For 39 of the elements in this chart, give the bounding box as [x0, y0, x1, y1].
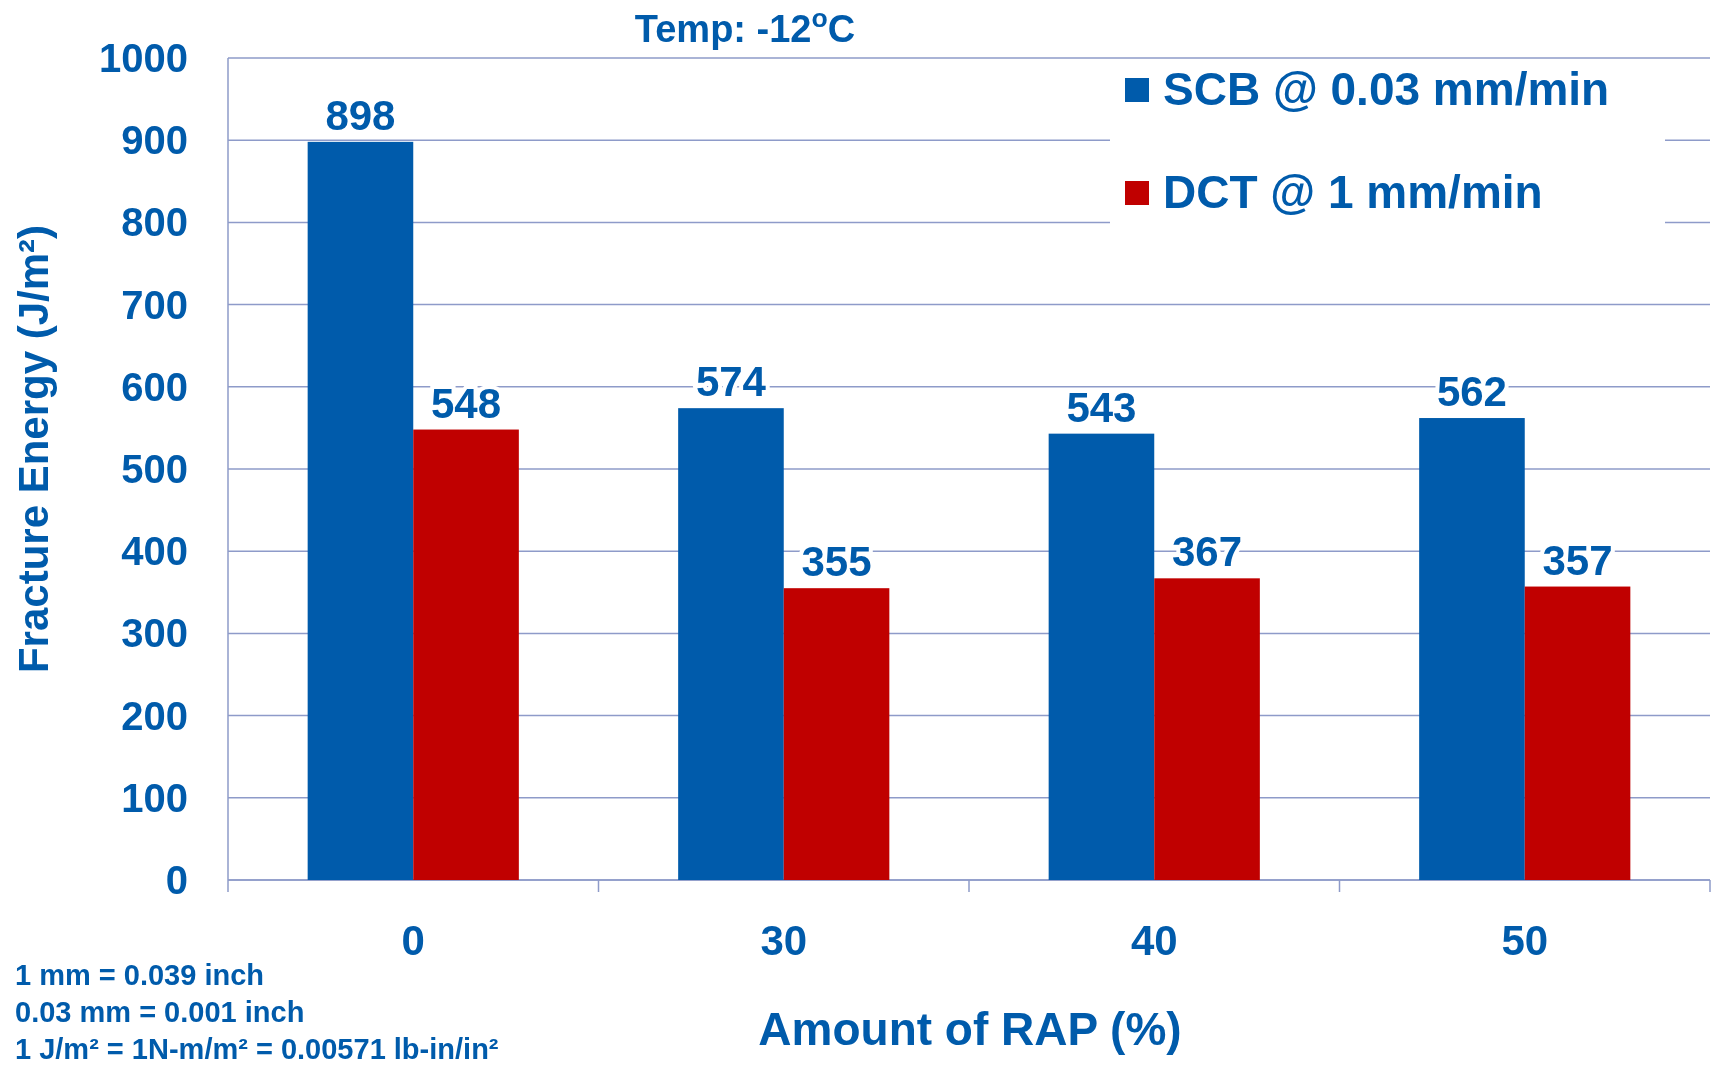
data-label: 357	[1542, 536, 1613, 584]
text: 1 J/m² = 1N-m/m² = 0.00571 lb-in/in²	[15, 1033, 499, 1065]
x-tick-label: 30	[760, 917, 808, 964]
data-label: 562	[1436, 368, 1507, 416]
y-tick-label: 100	[121, 775, 188, 820]
text: 0.03 mm = 0.001 inch	[15, 996, 305, 1028]
y-tick-label: 700	[121, 282, 188, 327]
data-label: 898	[325, 91, 396, 139]
y-tick-label: 600	[121, 364, 188, 409]
y-tick-label: 0	[165, 858, 188, 902]
bar	[1419, 418, 1525, 880]
y-axis-title: Fracture Energy (J/m²)	[10, 224, 57, 674]
x-tick-label: 40	[1130, 917, 1178, 964]
y-tick-label: 500	[121, 447, 188, 491]
y-tick-label: 300	[121, 611, 188, 656]
bar	[1154, 578, 1260, 880]
data-label: 355	[801, 538, 872, 586]
y-tick-label: 200	[121, 693, 188, 738]
y-tick-label: 800	[121, 200, 188, 245]
bar	[1048, 433, 1155, 880]
x-tick-label: 50	[1501, 917, 1549, 964]
legend-label: DCT @ 1 mm/min	[1163, 166, 1543, 218]
bar	[678, 408, 784, 880]
chart-title: Temp: -12$^{o}$C	[634, 3, 856, 50]
data-label: 574	[695, 358, 767, 406]
x-axis-title: Amount of RAP (%)	[758, 1003, 1182, 1055]
data-label: 548	[431, 379, 502, 427]
data-label: 367	[1172, 528, 1243, 576]
y-tick-label: 900	[121, 118, 188, 163]
text: 1 mm = 0.039 inch	[15, 959, 265, 991]
bar	[783, 588, 890, 880]
bar	[413, 429, 519, 880]
y-tick-label: 1000	[99, 36, 188, 80]
legend-label: SCB @ 0.03 mm/min	[1163, 63, 1610, 115]
bar	[307, 141, 414, 880]
x-tick-label: 0	[401, 917, 425, 964]
bar	[1524, 586, 1631, 880]
y-tick-label: 400	[121, 529, 188, 574]
data-label: 543	[1066, 383, 1137, 431]
